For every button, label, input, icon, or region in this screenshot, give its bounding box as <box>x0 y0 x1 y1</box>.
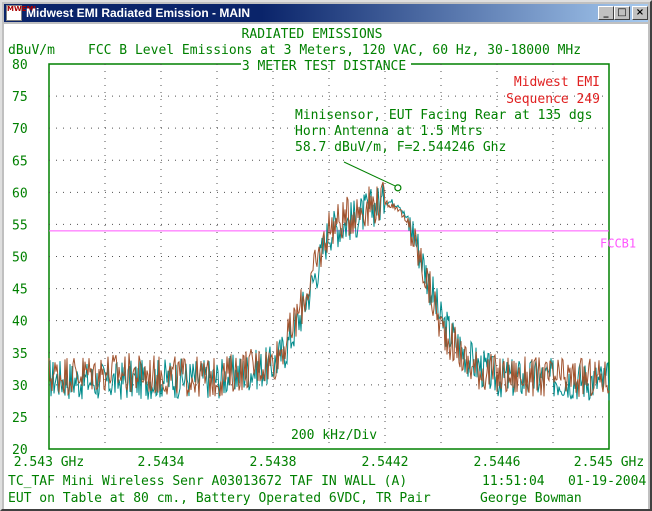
app-logo-icon[interactable]: MWEMI <box>6 5 36 21</box>
test-distance-overlay: 3 METER TEST DISTANCE <box>242 59 406 74</box>
y-tick-label: 55 <box>12 218 28 233</box>
y-tick-label: 45 <box>12 283 28 298</box>
note-line-2: Horn Antenna at 1.5 Mtrs <box>295 124 483 139</box>
close-button[interactable]: × <box>632 6 648 20</box>
peak-marker[interactable] <box>394 184 402 192</box>
y-tick-label: 40 <box>12 315 28 330</box>
limit-label: FCCB1 <box>600 237 636 251</box>
y-tick-label: 80 <box>12 58 28 73</box>
emission-chart: RADIATED EMISSIONS dBuV/m FCC B Level Em… <box>8 27 646 506</box>
chart-subtitle: FCC B Level Emissions at 3 Meters, 120 V… <box>88 43 581 58</box>
footer-operator: George Bowman <box>480 491 582 506</box>
x-axis-ticks: 2.543 GHz 2.5434 2.5438 2.5442 2.5446 2.545 G… <box>14 455 644 470</box>
sequence-label: Sequence 249 <box>506 92 600 107</box>
note-line-1: Minisensor, EUT Facing Rear at 135 dgs <box>295 108 592 123</box>
footer-test-info: TC_TAF Mini Wireless Senr A03013672 TAF … <box>8 474 407 489</box>
peak-leader-line <box>343 161 396 187</box>
y-tick-label: 25 <box>12 411 28 426</box>
note-line-3: 58.7 dBuV/m, F=2.544246 Ghz <box>295 140 506 155</box>
chart-title: RADIATED EMISSIONS <box>242 27 383 42</box>
maximize-button[interactable]: □ <box>614 6 630 20</box>
grid-dots <box>49 64 609 449</box>
footer-time: 11:51:04 <box>482 474 545 489</box>
y-tick-label: 20 <box>12 443 28 458</box>
minimize-button[interactable]: _ <box>598 6 614 20</box>
y-tick-label: 30 <box>12 379 28 394</box>
x-tick-label: 2.543 GHz <box>14 455 84 470</box>
y-axis-ticks: 80 75 70 65 60 55 50 45 40 35 30 25 20 <box>12 58 28 458</box>
x-tick-label: 2.5442 <box>362 455 409 470</box>
x-tick-label: 2.5446 <box>474 455 521 470</box>
x-tick-label: 2.5434 <box>138 455 185 470</box>
company-label: Midwest EMI <box>514 75 600 90</box>
y-tick-label: 60 <box>12 186 28 201</box>
measurement-traces <box>48 181 610 401</box>
y-tick-label: 35 <box>12 347 28 362</box>
title-bar[interactable]: MWEMI Midwest EMI Radiated Emission - MA… <box>4 4 648 22</box>
y-tick-label: 75 <box>12 90 28 105</box>
trace-line <box>48 181 610 397</box>
footer-eut-info: EUT on Table at 80 cm., Battery Operated… <box>8 491 431 506</box>
y-tick-label: 70 <box>12 122 28 137</box>
distance-label-backdrop <box>241 60 411 71</box>
y-unit-label: dBuV/m <box>8 43 55 58</box>
y-tick-label: 65 <box>12 154 28 169</box>
division-label: 200 kHz/Div <box>291 428 377 443</box>
footer-date: 01-19-2004 <box>568 474 646 489</box>
window-title: Midwest EMI Radiated Emission - MAIN <box>26 6 251 20</box>
x-tick-label: 2.545 GHz <box>574 455 644 470</box>
y-tick-label: 50 <box>12 251 28 266</box>
emission-plot-area: RADIATED EMISSIONS dBuV/m FCC B Level Em… <box>4 24 648 509</box>
x-tick-label: 2.5438 <box>250 455 297 470</box>
